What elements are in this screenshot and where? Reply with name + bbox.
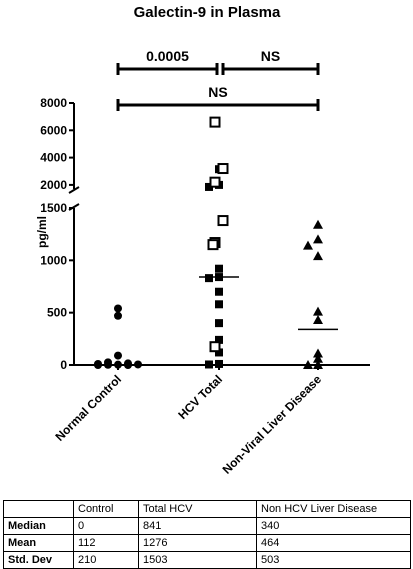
square-point	[205, 182, 213, 191]
table-cell: 112	[73, 534, 139, 552]
triangle-point	[313, 314, 323, 324]
x-category-label: HCV Total	[175, 372, 225, 422]
y-tick-label: 0	[60, 358, 67, 372]
triangle-point	[313, 306, 323, 316]
table-row: Median 0 841 340	[3, 517, 411, 535]
axis-break-mark	[68, 186, 80, 194]
table-cell: 464	[256, 534, 411, 552]
square-point	[215, 264, 223, 273]
triangle-point	[313, 219, 323, 229]
axes: 0 500 1000 1500 2000 4000 6000 8000	[40, 96, 370, 372]
square-point	[215, 335, 223, 344]
summary-table: Control Total HCV Non HCV Liver Disease …	[3, 500, 411, 569]
triangle-point	[303, 240, 313, 250]
square-point	[205, 274, 213, 283]
triangle-point	[303, 360, 313, 369]
y-tick-label: 500	[47, 306, 67, 320]
comparison-p-value-label: 0.0005	[146, 48, 189, 64]
table-row-label: Std. Dev	[3, 551, 74, 569]
circle-point	[114, 311, 122, 320]
open-square-point	[209, 176, 221, 188]
y-tick-label: 4000	[40, 151, 67, 165]
open-square-point	[207, 239, 219, 251]
y-tick-label: 1500	[40, 201, 67, 215]
square-point	[215, 300, 223, 309]
open-square-point	[217, 163, 229, 175]
circle-point	[114, 304, 122, 313]
table-header-cell: Total HCV	[138, 500, 257, 518]
open-square-point	[217, 215, 229, 227]
y-tick-label: 2000	[40, 178, 67, 192]
open-square-point	[209, 116, 221, 128]
table-cell: 340	[256, 517, 411, 535]
table-row-label: Median	[3, 517, 74, 535]
square-point	[215, 319, 223, 328]
table-row: Std. Dev 210 1503 503	[3, 551, 411, 569]
chart-title: Galectin-9 in Plasma	[134, 4, 281, 21]
table-cell: 0	[73, 517, 139, 535]
y-tick-label: 1000	[40, 253, 67, 267]
table-row: Mean 112 1276 464	[3, 534, 411, 552]
table-header-cell: Non HCV Liver Disease	[256, 500, 411, 518]
comparison-p-value-label: NS	[208, 84, 227, 100]
x-category-label: Normal Control	[52, 372, 124, 444]
y-axis-label: pg/ml	[35, 216, 49, 248]
table-cell: 1276	[138, 534, 257, 552]
triangle-point	[313, 353, 323, 363]
comparison-p-value-label: NS	[261, 48, 280, 64]
triangle-point	[313, 348, 323, 358]
square-point	[215, 287, 223, 296]
square-point	[215, 348, 223, 357]
open-square-point	[209, 341, 221, 353]
table-header-cell: Control	[73, 500, 139, 518]
y-tick-label: 6000	[40, 123, 67, 137]
median-lines	[98, 276, 338, 366]
triangle-point	[313, 234, 323, 244]
table-corner-cell	[3, 500, 74, 518]
square-point	[205, 360, 213, 369]
triangle-point	[313, 360, 323, 369]
square-point	[215, 359, 223, 368]
comparison-brackets: 0.0005 NS NS	[116, 48, 320, 111]
x-category-label: Non-Viral Liver Disease	[220, 372, 325, 477]
table-cell: 841	[138, 517, 257, 535]
y-tick-label: 8000	[40, 96, 67, 110]
data-points	[94, 116, 323, 369]
triangle-point	[313, 251, 323, 261]
table-row-label: Mean	[3, 534, 74, 552]
scatter-chart: Galectin-9 in Plasma pg/ml 0 500 1000 1500 2…	[35, 4, 370, 477]
table-header-row: Control Total HCV Non HCV Liver Disease	[3, 500, 411, 518]
circle-point	[114, 351, 122, 360]
